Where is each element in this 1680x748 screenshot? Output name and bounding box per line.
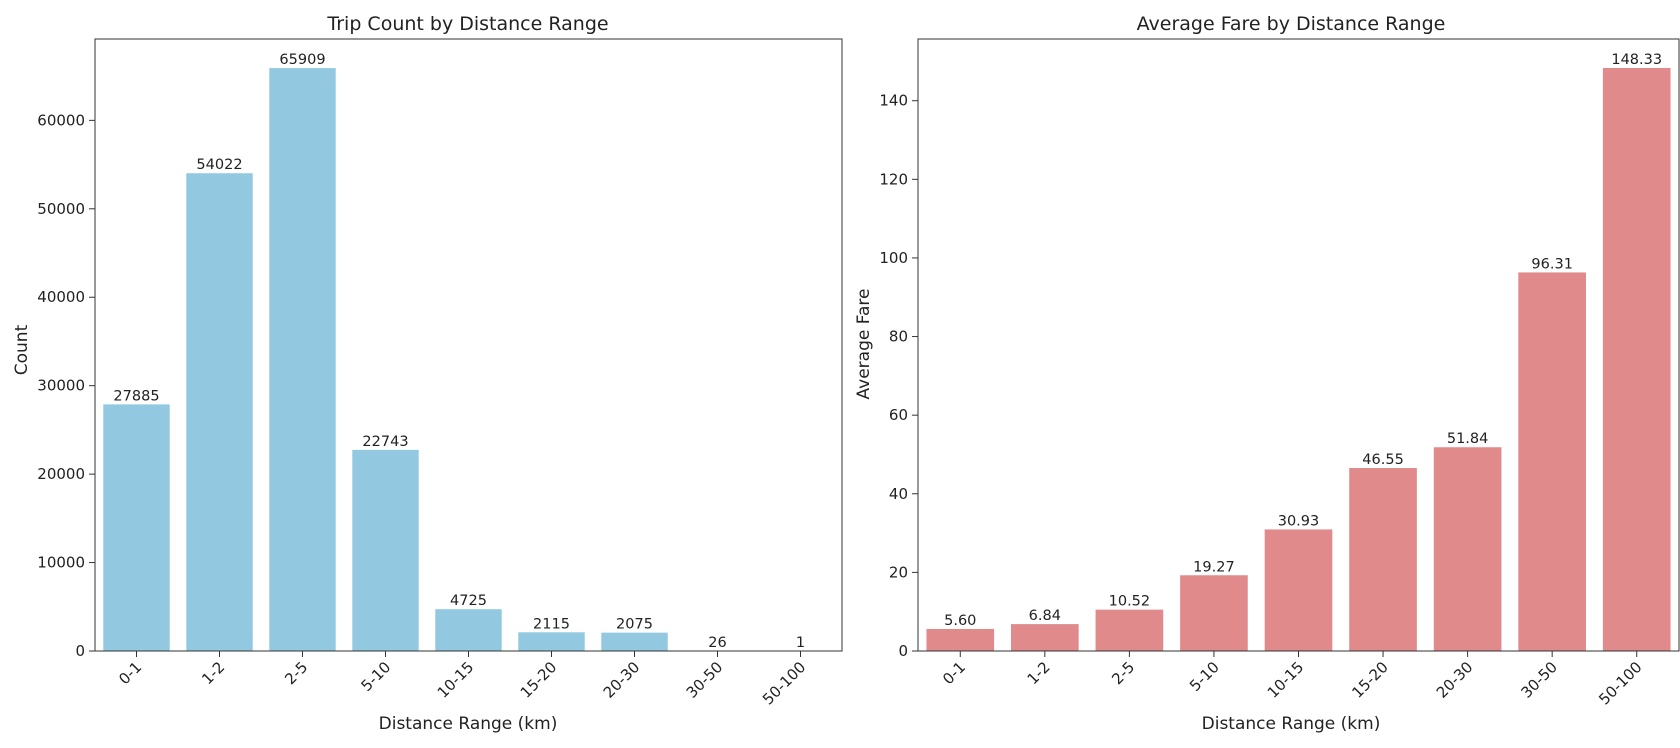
trip-count-data-label-50-100: 1	[796, 635, 805, 651]
average-fare-y-axis-label: Average Fare	[854, 289, 874, 400]
average-fare-y-tick-label-80: 80	[889, 328, 908, 346]
trip-count-x-tick-label-0-1: 0-1	[115, 658, 145, 688]
average-fare-x-tick-label-1-2: 1-2	[1024, 658, 1054, 688]
average-fare-bar-1-2	[1011, 624, 1079, 651]
trip-count-data-label-1-2: 54022	[196, 157, 242, 173]
average-fare-y-tick-label-0: 0	[898, 642, 908, 660]
average-fare-y-tick-label-140: 140	[879, 92, 908, 110]
trip-count-bar-0-1	[103, 404, 169, 651]
average-fare-y-tick-label-120: 120	[879, 170, 908, 188]
average-fare-x-tick-label-2-5: 2-5	[1108, 658, 1138, 688]
trip-count-plot-area: 27885 54022 65909 22743 4725 2115 2075 26 1 0 1000…	[37, 39, 842, 708]
average-fare-data-label-20-30: 51.84	[1447, 431, 1489, 447]
trip-count-data-label-10-15: 4725	[450, 593, 487, 609]
average-fare-chart: Average Fare by Distance Range Average F…	[854, 13, 1679, 734]
trip-count-x-tick-label-10-15: 10-15	[434, 658, 478, 702]
trip-count-data-label-20-30: 2075	[616, 617, 653, 633]
average-fare-y-tick-label-20: 20	[889, 563, 908, 581]
average-fare-x-tick-label-5-10: 5-10	[1186, 658, 1223, 695]
trip-count-chart: Trip Count by Distance Range Count Dista…	[12, 13, 842, 734]
trip-count-bar-10-15	[435, 609, 501, 651]
trip-count-x-axis-label: Distance Range (km)	[379, 714, 558, 734]
average-fare-data-label-5-10: 19.27	[1193, 559, 1235, 575]
average-fare-y-tick-label-40: 40	[889, 485, 908, 503]
average-fare-data-label-2-5: 10.52	[1109, 594, 1151, 610]
average-fare-x-tick-label-50-100: 50-100	[1595, 658, 1645, 708]
trip-count-x-tick-label-15-20: 15-20	[517, 658, 561, 702]
average-fare-data-label-15-20: 46.55	[1362, 452, 1404, 468]
average-fare-bar-30-50	[1518, 272, 1586, 651]
average-fare-plot-area: 5.60 6.84 10.52 19.27 30.93 46.55 51.84 96.31 14…	[879, 39, 1679, 708]
trip-count-x-tick-label-1-2: 1-2	[198, 658, 228, 688]
trip-count-y-axis-label: Count	[12, 324, 32, 375]
trip-count-x-tick-label-2-5: 2-5	[281, 658, 311, 688]
average-fare-x-axis-label: Distance Range (km)	[1202, 714, 1381, 734]
trip-count-y-tick-label-40000: 40000	[37, 288, 85, 306]
trip-count-x-tick-label-20-30: 20-30	[600, 658, 644, 702]
average-fare-title: Average Fare by Distance Range	[1137, 13, 1446, 35]
average-fare-data-label-1-2: 6.84	[1029, 608, 1061, 624]
average-fare-bar-15-20	[1349, 468, 1417, 651]
trip-count-x-tick-label-5-10: 5-10	[358, 658, 395, 695]
average-fare-bar-0-1	[926, 629, 994, 651]
average-fare-data-label-10-15: 30.93	[1278, 513, 1320, 529]
trip-count-y-tick-label-20000: 20000	[37, 465, 85, 483]
average-fare-data-label-30-50: 96.31	[1531, 256, 1573, 272]
trip-count-data-label-15-20: 2115	[533, 616, 570, 632]
average-fare-bar-10-15	[1265, 529, 1333, 651]
trip-count-title: Trip Count by Distance Range	[326, 13, 608, 35]
average-fare-y-tick-label-100: 100	[879, 249, 908, 267]
trip-count-x-tick-label-50-100: 50-100	[759, 658, 809, 708]
average-fare-bar-50-100	[1603, 68, 1671, 651]
trip-count-bar-20-30	[601, 633, 667, 651]
trip-count-y-tick-label-60000: 60000	[37, 111, 85, 129]
average-fare-bar-20-30	[1434, 447, 1502, 651]
average-fare-bar-2-5	[1096, 610, 1164, 651]
trip-count-data-label-2-5: 65909	[279, 52, 325, 68]
trip-count-y-tick-label-0: 0	[75, 642, 85, 660]
trip-count-bar-1-2	[186, 173, 252, 651]
trip-count-data-label-30-50: 26	[708, 635, 726, 651]
average-fare-bar-5-10	[1180, 575, 1248, 651]
trip-count-bar-2-5	[269, 68, 335, 651]
average-fare-data-label-50-100: 148.33	[1611, 52, 1662, 68]
trip-count-x-tick-label-30-50: 30-50	[683, 658, 727, 702]
average-fare-x-tick-label-10-15: 10-15	[1264, 658, 1308, 702]
average-fare-x-tick-label-15-20: 15-20	[1348, 658, 1392, 702]
trip-count-bar-15-20	[518, 632, 584, 651]
trip-count-y-tick-label-30000: 30000	[37, 377, 85, 395]
average-fare-x-tick-label-0-1: 0-1	[939, 658, 969, 688]
average-fare-x-tick-label-30-50: 30-50	[1517, 658, 1561, 702]
trip-count-data-label-5-10: 22743	[362, 434, 408, 450]
average-fare-y-tick-label-60: 60	[889, 406, 908, 424]
trip-count-bar-5-10	[352, 450, 418, 651]
trip-count-y-tick-label-10000: 10000	[37, 554, 85, 572]
trip-count-y-tick-label-50000: 50000	[37, 200, 85, 218]
trip-count-data-label-0-1: 27885	[113, 388, 159, 404]
average-fare-data-label-0-1: 5.60	[944, 613, 976, 629]
average-fare-x-tick-label-20-30: 20-30	[1433, 658, 1477, 702]
